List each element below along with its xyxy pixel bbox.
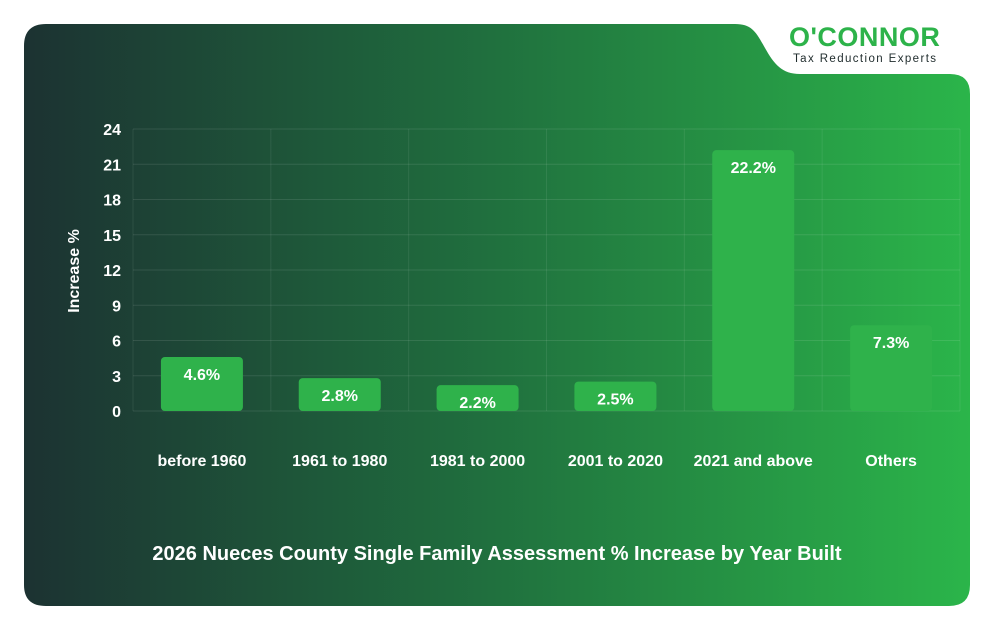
x-tick-label: 2001 to 2020	[568, 453, 663, 470]
bar-value-label: 2.2%	[459, 395, 495, 412]
bar[interactable]	[574, 381, 657, 411]
y-tick-label: 18	[103, 193, 121, 210]
y-axis-label: Increase %	[66, 229, 83, 313]
bar[interactable]	[712, 150, 795, 411]
x-tick-label: before 1960	[157, 453, 246, 470]
y-tick-label: 15	[103, 228, 121, 245]
y-tick-label: 12	[103, 263, 121, 280]
brand-tagline: Tax Reduction Experts	[793, 53, 938, 65]
chart-title: 2026 Nueces County Single Family Assessm…	[152, 543, 842, 565]
y-tick-label: 9	[112, 298, 121, 315]
bar[interactable]	[850, 325, 933, 411]
x-tick-label: 1981 to 2000	[430, 453, 525, 470]
bar-value-label: 22.2%	[731, 160, 776, 177]
x-tick-label: 2021 and above	[694, 453, 813, 470]
brand-logo[interactable]: O'CONNOR Tax Reduction Experts	[789, 22, 971, 68]
bar-value-label: 4.6%	[184, 367, 220, 384]
bars	[160, 150, 933, 411]
bar[interactable]	[298, 378, 381, 411]
y-tick-label: 3	[112, 369, 121, 386]
labels: 0 3 6 9 12 15 18 21 24 4.6% before 1960 2.8% 1961 to…	[103, 122, 917, 470]
y-tick-label: 24	[103, 122, 121, 139]
bar-value-label: 7.3%	[873, 335, 909, 352]
grid	[132, 128, 961, 412]
brand-name: O'CONNOR	[789, 22, 941, 52]
bar-value-label: 2.8%	[322, 388, 358, 405]
x-tick-label: 1961 to 1980	[292, 453, 387, 470]
x-tick-label: Others	[865, 453, 917, 470]
bar[interactable]	[436, 385, 519, 411]
y-tick-label: 0	[112, 404, 121, 421]
y-tick-label: 6	[112, 334, 121, 351]
card-background	[24, 24, 970, 606]
bar[interactable]	[160, 356, 243, 411]
bar-value-label: 2.5%	[597, 392, 633, 409]
y-tick-label: 21	[103, 157, 121, 174]
